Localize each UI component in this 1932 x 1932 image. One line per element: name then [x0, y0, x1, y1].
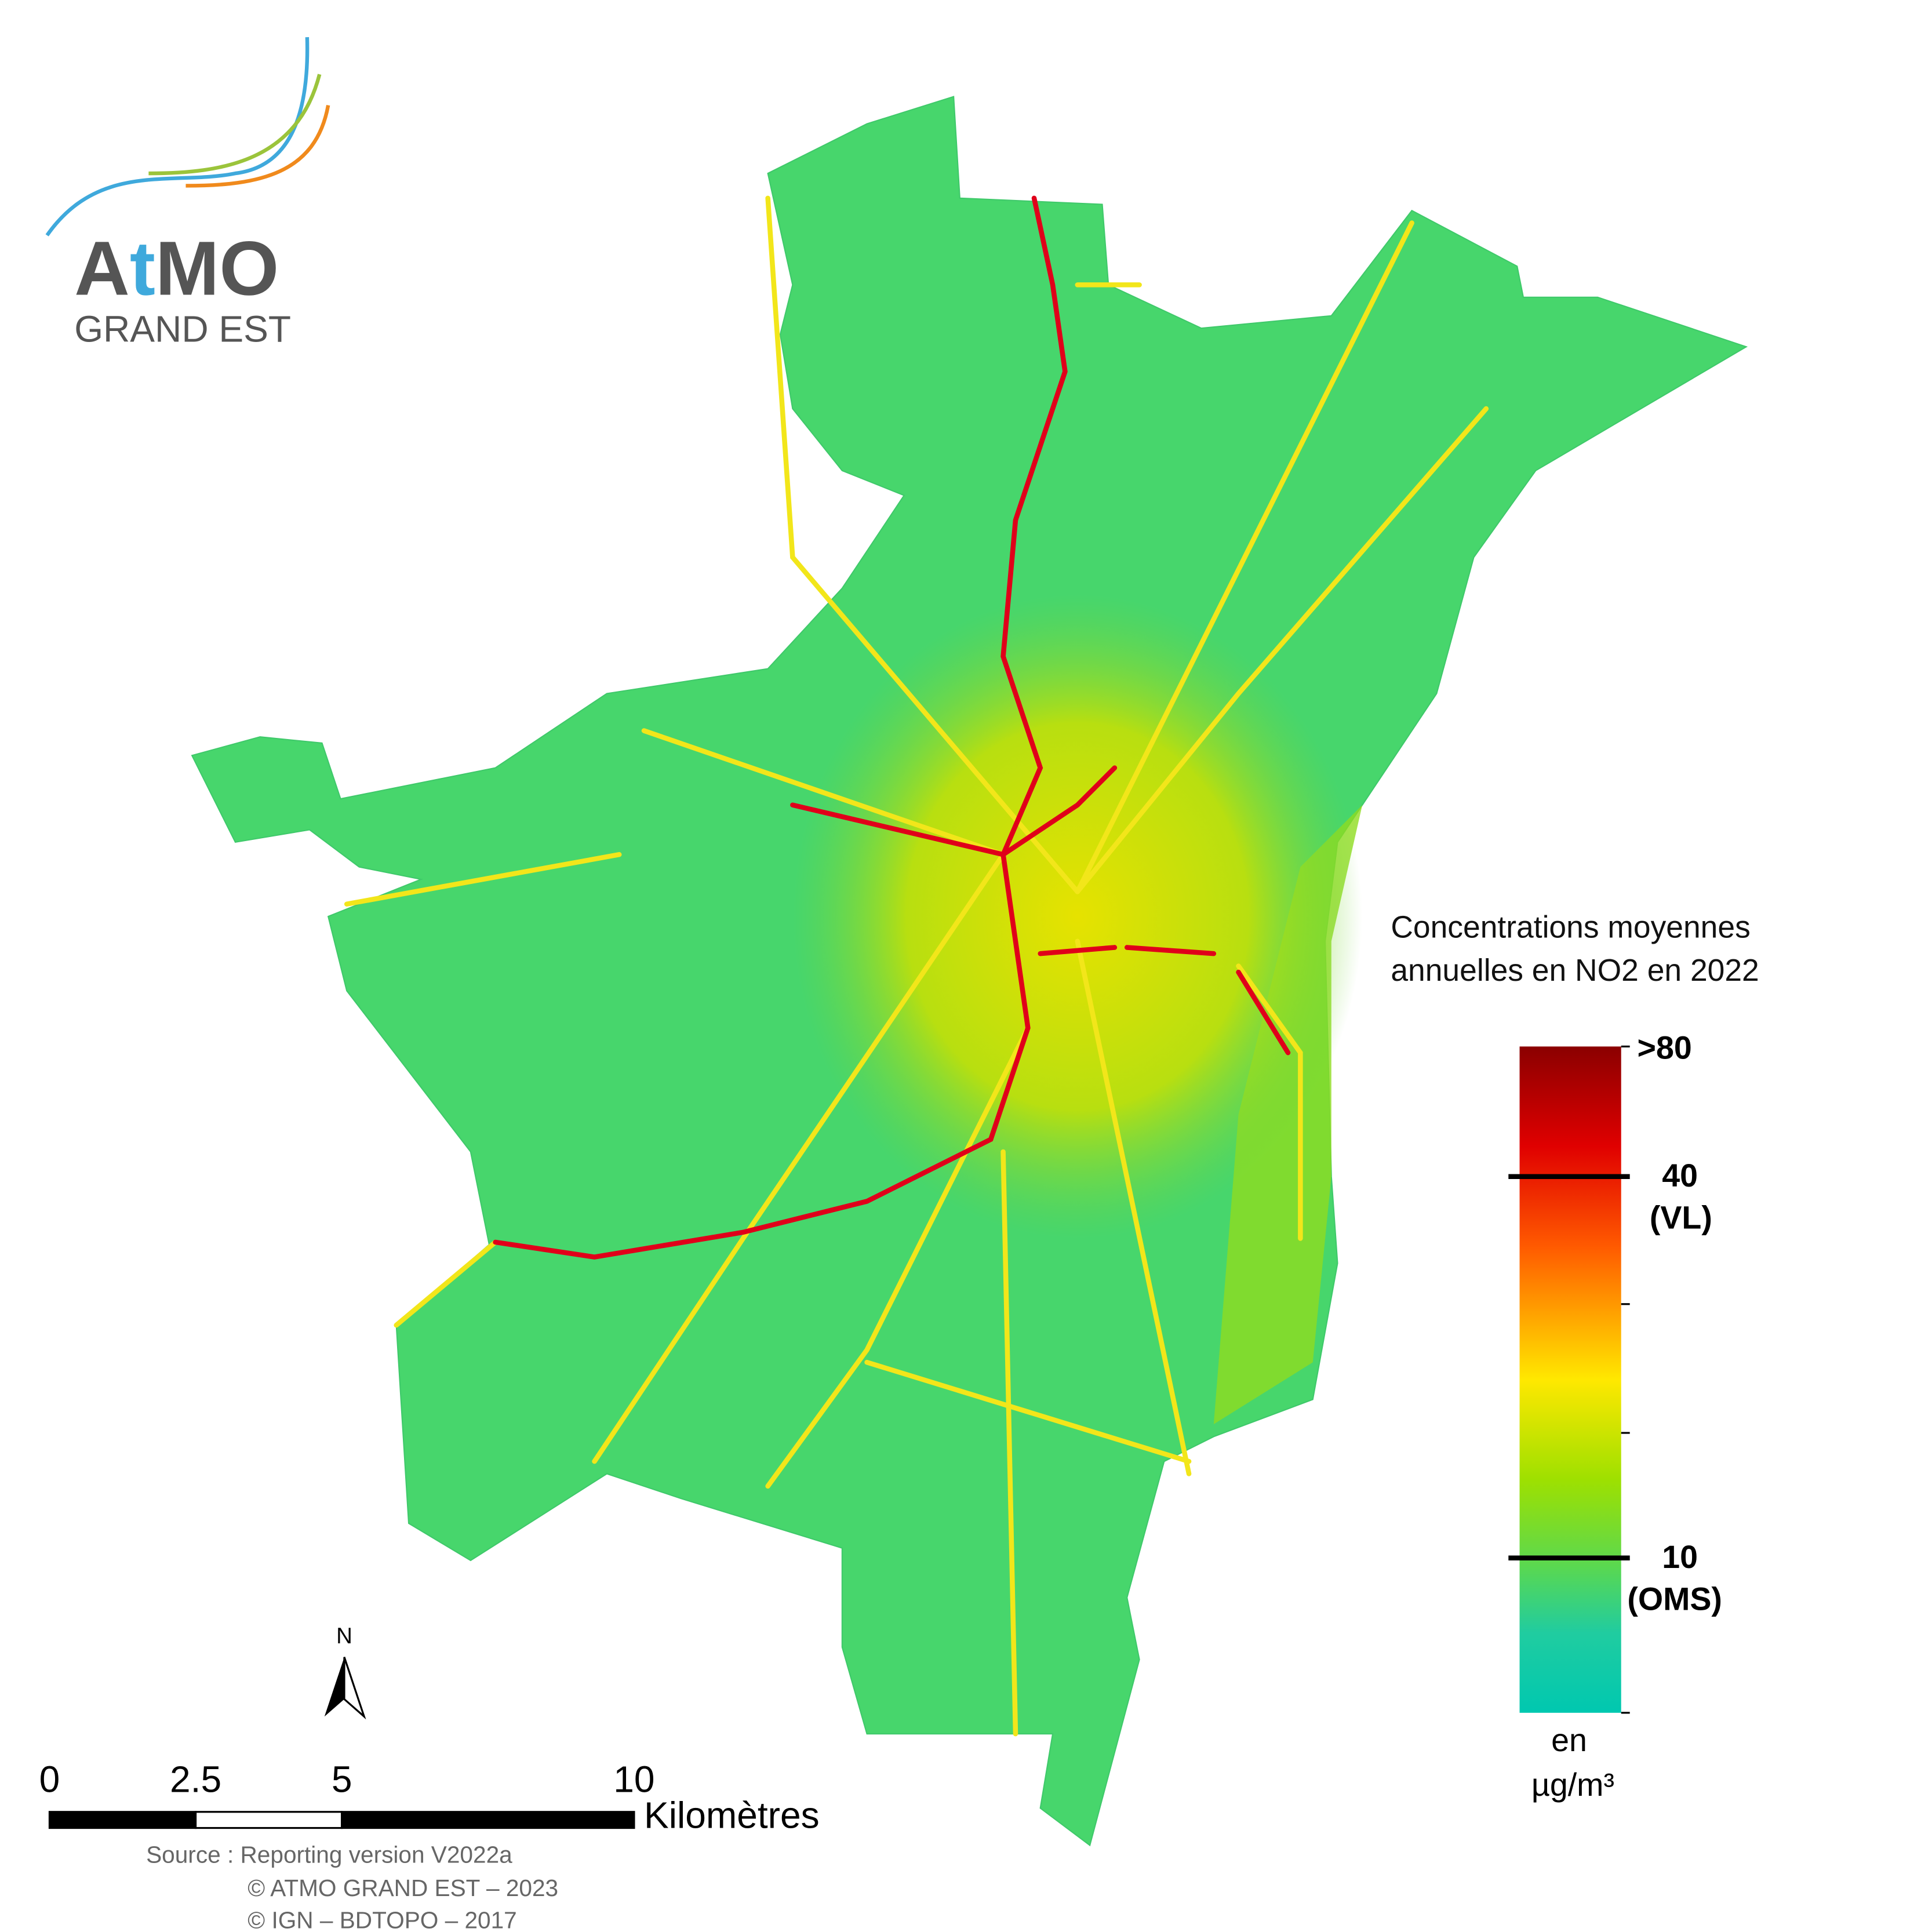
source-line: Source : Reporting version V2022a: [146, 1841, 512, 1868]
source-line: © ATMO GRAND EST – 2023: [248, 1875, 558, 1901]
scale-tick-label: 0: [39, 1759, 60, 1800]
legend-label: 40: [1662, 1158, 1698, 1194]
color-bar: [1519, 1046, 1621, 1713]
source-line: © IGN – BDTOPO – 2017: [248, 1907, 516, 1932]
legend-label: (OMS): [1627, 1581, 1722, 1617]
scale-tick-label: 2.5: [170, 1759, 221, 1800]
map: [191, 96, 1748, 1847]
logo-subtitle: GRAND EST: [74, 308, 291, 350]
urban-zone: [792, 594, 1363, 1239]
logo-name: AtMO: [74, 225, 279, 311]
legend-label: 10: [1662, 1539, 1698, 1575]
legend: Concentrations moyennes annuelles en NO2…: [1391, 910, 1759, 1803]
scale-segment: [194, 1811, 343, 1829]
color-bar-ticks: [1508, 1045, 1630, 1714]
scale-segment: [341, 1811, 635, 1829]
north-label: N: [336, 1624, 352, 1649]
source: Source : Reporting version V2022a © ATMO…: [146, 1841, 558, 1932]
legend-title: annuelles en NO2 en 2022: [1391, 954, 1759, 988]
logo: AtMO GRAND EST: [45, 37, 330, 350]
highways: [493, 195, 1291, 1260]
roads: [344, 195, 1489, 1737]
legend-unit: en: [1551, 1722, 1587, 1758]
scale-segment: [48, 1811, 197, 1829]
legend-unit: µg/m³: [1531, 1767, 1614, 1803]
legend-label: (VL): [1650, 1199, 1712, 1235]
legend-title: Concentrations moyennes: [1391, 910, 1750, 944]
scale-tick-label: 10: [613, 1759, 654, 1800]
north-arrow: N: [324, 1624, 366, 1720]
scale-tick-label: 5: [332, 1759, 352, 1800]
legend-label: >80: [1638, 1030, 1692, 1066]
scale-unit: Kilomètres: [644, 1795, 820, 1836]
